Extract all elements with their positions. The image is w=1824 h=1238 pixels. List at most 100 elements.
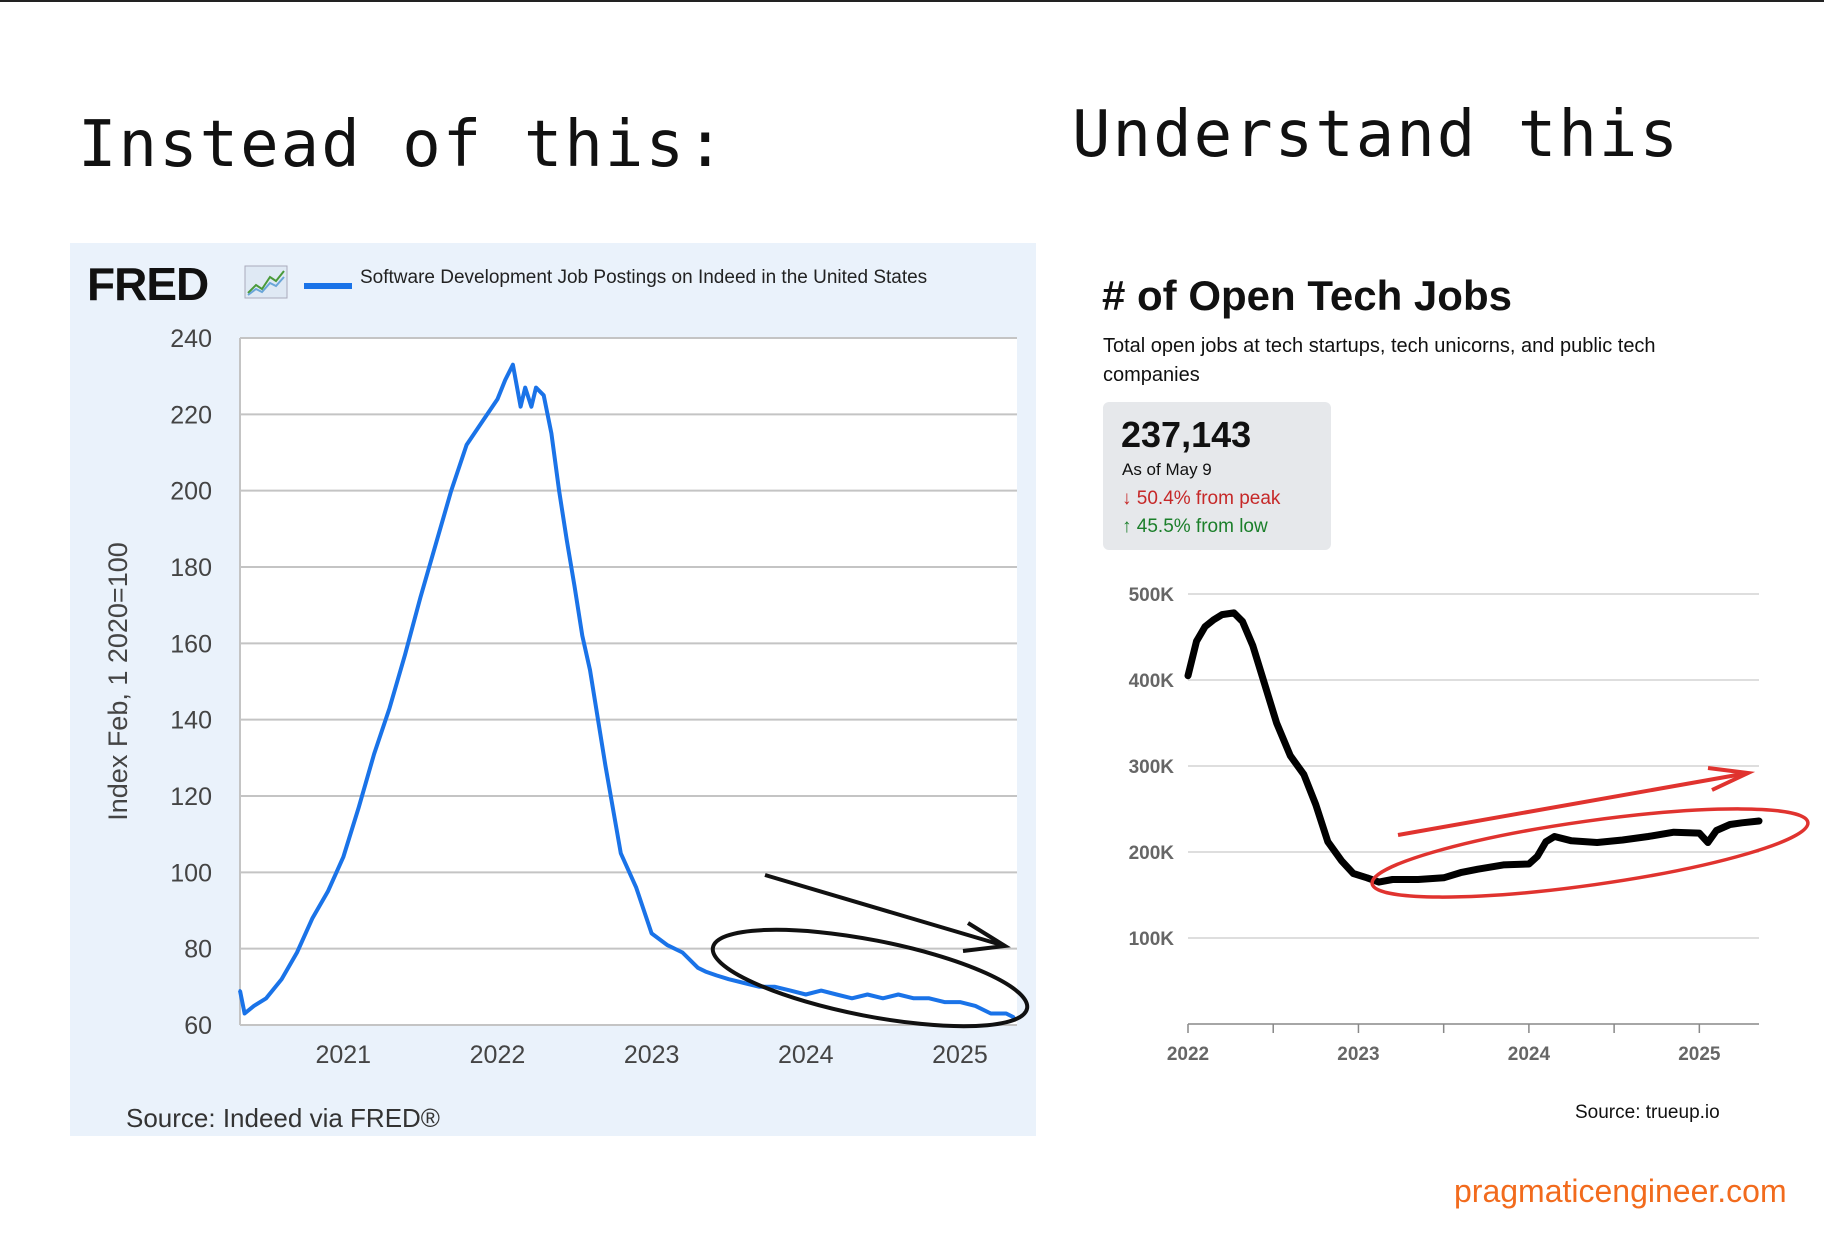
fred-data-point [912,996,916,1000]
trueup-data-point [1211,617,1216,622]
trueup-data-point [1313,802,1318,807]
fred-data-point [650,931,654,935]
fred-data-point [511,363,515,367]
fred-data-point [418,596,422,600]
stat-card: 237,143 As of May 9 ↓ 50.4% from peak ↑ … [1103,402,1331,550]
legend-swatch [304,283,352,289]
fred-data-point [523,386,527,390]
trueup-y-tick-label: 500K [1129,585,1175,606]
trueup-data-point [1728,822,1733,827]
fred-y-tick-label: 120 [170,783,212,811]
fred-x-tick-label: 2021 [315,1041,371,1069]
trueup-x-tick-label: 2025 [1678,1044,1721,1065]
fred-chart-panel: FRED Software Development Job Postings o… [70,243,1036,1136]
trueup-x-tick-label: 2024 [1508,1044,1551,1065]
fred-data-point [835,992,839,996]
trueup-data-point [1390,877,1395,882]
fred-data-point [819,989,823,993]
fred-data-point [519,405,523,409]
fred-data-point [742,981,746,985]
fred-chart-logo-icon [244,265,288,299]
fred-legend-label: Software Development Job Postings on Ind… [360,267,928,288]
watermark: pragmaticengineer.com [1454,1173,1787,1209]
trueup-data-point [1274,721,1279,725]
fred-data-point [1004,1012,1008,1016]
trueup-data-point [1757,819,1761,824]
fred-data-point [388,706,392,710]
fred-data-point [773,985,777,989]
fred-data-point [580,634,584,638]
fred-y-tick-label: 220 [170,401,212,429]
trueup-data-point [1458,870,1463,875]
fred-data-point [403,653,407,657]
fred-data-point [588,668,592,672]
fred-data-point [434,542,438,546]
fred-annotation-arrowhead [962,921,1011,953]
trueup-data-point [1240,619,1245,624]
fred-data-point [680,950,684,954]
trueup-annotation-ellipse [1370,807,1810,899]
trueup-data-point [1543,839,1548,844]
fred-data-point [542,393,546,397]
fred-data-point [252,1004,256,1008]
trueup-annotation-arrowhead [1707,766,1756,792]
fred-data-point [264,996,268,1000]
fred-annotation-ellipse [710,927,1030,1029]
fred-data-point [243,1012,247,1016]
trueup-chart-subtitle: Total open jobs at tech startups, tech u… [1103,335,1656,386]
trueup-data-point [1705,840,1710,845]
fred-data-point [341,855,345,859]
trueup-y-tick-label: 100K [1129,929,1175,950]
fred-data-point [804,992,808,996]
fred-y-tick-label: 100 [170,859,212,887]
top-divider-line [0,0,1824,2]
trueup-data-point [1441,875,1446,880]
fred-x-tick-label: 2023 [624,1041,680,1069]
fred-data-point [619,851,623,855]
fred-data-point [557,489,561,493]
fred-data-point [788,989,792,993]
fred-data-point [665,943,669,947]
fred-data-point [850,996,854,1000]
fred-y-tick-label: 200 [170,478,212,506]
fred-data-point [372,752,376,756]
trueup-data-point [1203,624,1208,629]
fred-data-point [958,1000,962,1004]
fred-data-point [634,886,638,890]
fred-logo: FRED [87,258,209,310]
trueup-data-point [1739,820,1744,825]
trueup-x-tick-label: 2023 [1337,1044,1379,1065]
trueup-y-tick-label: 200K [1129,843,1175,864]
trueup-x-tick-label: 2022 [1167,1044,1209,1065]
fred-data-point [280,977,284,981]
fred-data-point [534,386,538,390]
fred-y-tick-label: 180 [170,554,212,582]
stat-from-peak-text: 50.4% from peak [1136,488,1281,509]
trueup-data-point [1262,682,1267,687]
fred-data-point [326,889,330,893]
trueup-data-point [1526,862,1531,867]
fred-data-point [295,950,299,954]
trueup-data-point [1186,673,1190,678]
fred-data-point [465,443,469,447]
right-heading: Understand this [1072,98,1680,172]
fred-x-tick-label: 2025 [932,1041,988,1069]
trueup-data-point [1250,643,1255,648]
stat-from-peak: ↓ 50.4% from peak [1122,488,1280,510]
fred-data-point [549,431,553,435]
trueup-source-note: Source: trueup.io [1575,1102,1720,1123]
trueup-data-point [1339,858,1344,863]
fred-data-point [449,489,453,493]
fred-data-point [973,1004,977,1008]
trueup-data-point [1301,772,1306,777]
fred-data-point [943,1000,947,1004]
stat-from-low: ↑ 45.5% from low [1122,516,1268,538]
trueup-data-point [1325,839,1330,844]
fred-data-point [357,805,361,809]
trueup-data-point [1501,862,1506,867]
fred-y-axis-label: Index Feb, 1 2020=100 [103,542,133,820]
stat-as-of: As of May 9 [1122,460,1212,479]
fred-data-point [238,989,242,993]
trueup-data-point [1552,834,1557,839]
stat-value: 237,143 [1121,414,1252,455]
